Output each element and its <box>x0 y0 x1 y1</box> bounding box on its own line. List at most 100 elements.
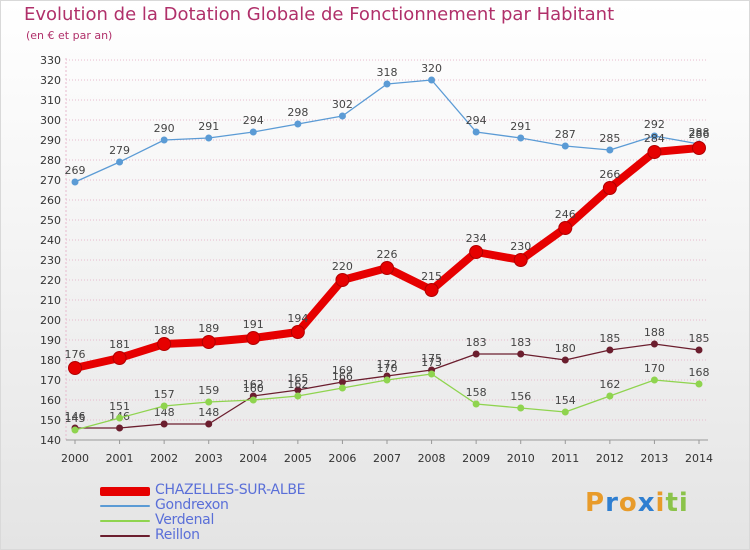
data-point <box>602 181 617 195</box>
data-point <box>692 141 706 155</box>
data-label: 194 <box>287 312 308 325</box>
data-point <box>424 283 439 297</box>
x-tick-label: 2013 <box>640 452 668 465</box>
legend-swatch <box>100 535 150 537</box>
data-point <box>249 128 257 136</box>
data-label: 269 <box>65 164 86 177</box>
x-tick-label: 2002 <box>150 452 178 465</box>
data-point <box>335 273 350 287</box>
data-point <box>290 325 305 339</box>
y-tick-label: 170 <box>40 374 61 387</box>
data-point <box>606 392 614 400</box>
data-point <box>650 132 658 140</box>
data-point <box>294 120 302 128</box>
data-point <box>517 134 525 142</box>
data-point <box>294 392 302 400</box>
data-point <box>428 370 436 378</box>
data-point <box>68 361 82 375</box>
data-label: 291 <box>198 120 219 133</box>
x-tick-label: 2010 <box>507 452 535 465</box>
legend-label: Verdenal <box>155 512 215 528</box>
data-point <box>647 145 662 159</box>
data-label: 294 <box>466 114 487 127</box>
y-tick-label: 260 <box>40 194 61 207</box>
data-label: 266 <box>599 168 620 181</box>
y-tick-label: 250 <box>40 214 61 227</box>
x-tick-label: 2005 <box>284 452 312 465</box>
data-point <box>517 350 525 358</box>
data-label: 169 <box>332 364 353 377</box>
y-tick-label: 210 <box>40 294 61 307</box>
data-point <box>380 261 394 275</box>
data-point <box>561 356 569 364</box>
x-tick-label: 2012 <box>596 452 624 465</box>
data-point <box>205 134 213 142</box>
logo-letter: o <box>618 488 638 518</box>
logo-letter: i <box>655 488 666 518</box>
data-label: 159 <box>198 384 219 397</box>
y-tick-label: 280 <box>40 154 61 167</box>
data-label: 156 <box>510 390 531 403</box>
data-label: 185 <box>599 332 620 345</box>
data-label: 220 <box>332 260 353 273</box>
data-label: 226 <box>377 248 398 261</box>
data-label: 185 <box>689 332 710 345</box>
data-label: 284 <box>644 132 665 145</box>
data-label: 176 <box>65 348 86 361</box>
y-tick-label: 320 <box>40 74 61 87</box>
y-tick-label: 150 <box>40 414 61 427</box>
data-point <box>160 402 168 410</box>
data-point <box>561 408 569 416</box>
data-label: 320 <box>421 62 442 75</box>
y-tick-label: 220 <box>40 274 61 287</box>
data-label: 302 <box>332 98 353 111</box>
logo-letter: t <box>665 488 679 518</box>
data-label: 172 <box>377 358 398 371</box>
data-point <box>116 424 124 432</box>
data-label: 288 <box>689 126 710 139</box>
data-label: 318 <box>377 66 398 79</box>
data-label: 189 <box>198 322 219 335</box>
data-label: 183 <box>510 336 531 349</box>
data-label: 246 <box>555 208 576 221</box>
data-label: 168 <box>689 366 710 379</box>
data-label: 146 <box>65 410 86 423</box>
y-tick-label: 290 <box>40 134 61 147</box>
y-tick-label: 140 <box>40 434 61 447</box>
data-point <box>112 351 127 365</box>
data-point <box>294 386 302 394</box>
data-point <box>472 128 480 136</box>
data-point <box>517 404 525 412</box>
data-label: 166 <box>332 370 353 383</box>
data-point <box>469 245 484 259</box>
data-point <box>338 112 346 120</box>
chart-subtitle: (en € et par an) <box>26 29 113 42</box>
y-tick-label: 300 <box>40 114 61 127</box>
data-label: 170 <box>377 362 398 375</box>
data-point <box>160 136 168 144</box>
data-label: 287 <box>555 128 576 141</box>
data-label: 183 <box>466 336 487 349</box>
data-label: 292 <box>644 118 665 131</box>
legend-swatch <box>100 487 150 496</box>
data-point <box>71 178 79 186</box>
data-label: 148 <box>198 406 219 419</box>
data-label: 160 <box>243 382 264 395</box>
x-tick-label: 2009 <box>462 452 490 465</box>
legend-swatch <box>100 520 150 522</box>
data-label: 286 <box>689 128 710 141</box>
data-label: 291 <box>510 120 531 133</box>
data-point <box>383 80 391 88</box>
data-label: 234 <box>466 232 487 245</box>
data-label: 290 <box>154 122 175 135</box>
y-tick-label: 270 <box>40 174 61 187</box>
data-label: 158 <box>466 386 487 399</box>
x-tick-label: 2007 <box>373 452 401 465</box>
data-label: 294 <box>243 114 264 127</box>
data-point <box>246 331 261 345</box>
legend-label: Gondrexon <box>155 497 229 513</box>
data-label: 285 <box>599 132 620 145</box>
data-point <box>695 380 703 388</box>
data-point <box>650 376 658 384</box>
chart-title: Evolution de la Dotation Globale de Fonc… <box>24 4 615 25</box>
